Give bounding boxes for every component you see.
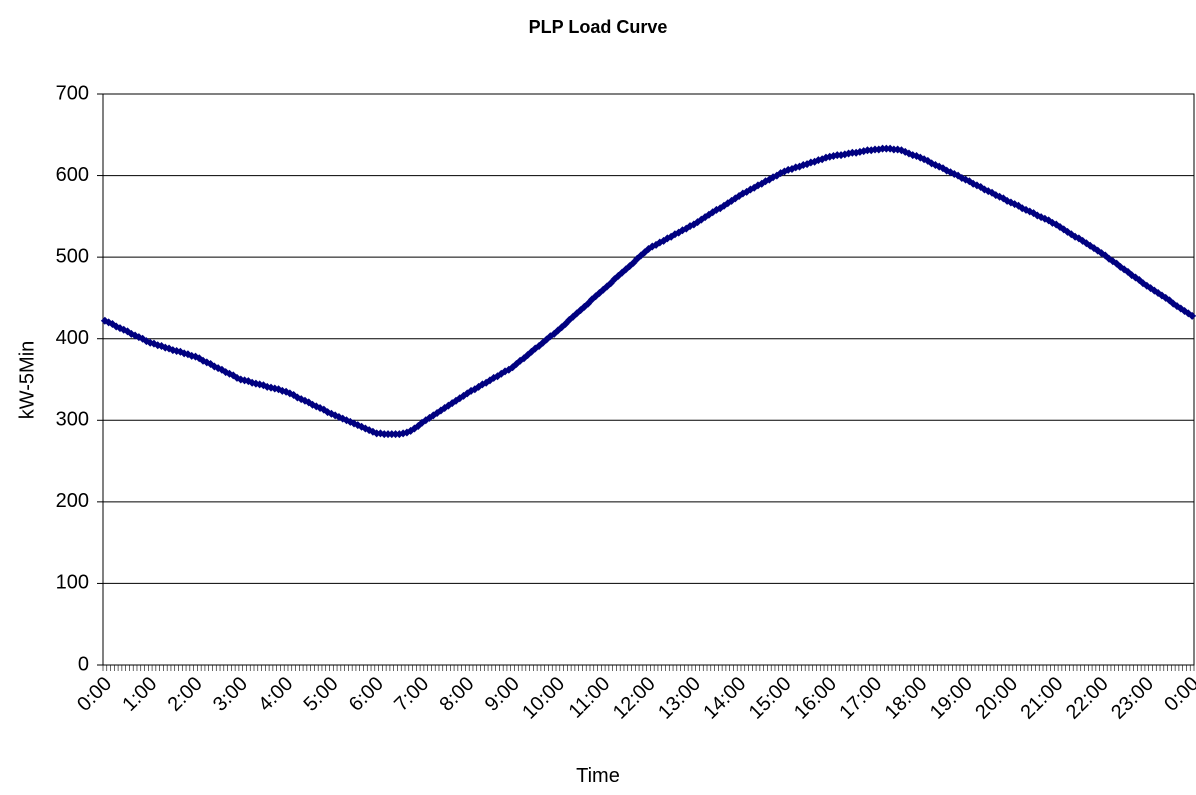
x-tick-label: 11:00 [565, 673, 615, 723]
y-tick-label: 500 [56, 245, 89, 267]
x-tick-label: 15:00 [745, 673, 796, 724]
x-tick-label: 3:00 [209, 673, 252, 716]
x-tick-label: 21:00 [1017, 673, 1068, 724]
x-tick-label: 22:00 [1062, 673, 1113, 724]
y-tick-label: 0 [78, 653, 89, 675]
x-tick-label: 14:00 [699, 673, 750, 724]
y-tick-label: 400 [56, 327, 89, 349]
x-tick-label: 16:00 [790, 673, 841, 724]
x-tick-label: 5:00 [300, 673, 343, 716]
y-tick-label: 100 [56, 572, 89, 594]
data-point [1188, 311, 1196, 320]
x-tick-label: 2:00 [164, 673, 207, 716]
x-tick-label: 8:00 [435, 673, 478, 716]
data-point [1097, 249, 1106, 258]
x-tick-label: 0:00 [1160, 673, 1196, 716]
x-tick-label: 9:00 [481, 673, 524, 716]
x-tick-label: 10:00 [518, 673, 569, 724]
x-tick-label: 7:00 [390, 673, 433, 716]
x-tick-label: 6:00 [345, 673, 388, 716]
x-tick-label: 4:00 [254, 673, 297, 716]
y-tick-label: 700 [56, 82, 89, 104]
plot-frame [102, 93, 1195, 666]
x-tick-label: 18:00 [881, 673, 932, 724]
chart-title: PLP Load Curve [529, 17, 668, 37]
x-tick-label: 12:00 [609, 673, 660, 724]
y-tick-label: 200 [56, 490, 89, 512]
x-tick-label: 13:00 [654, 673, 705, 724]
x-tick-label: 19:00 [926, 673, 977, 724]
x-tick-label: 17:00 [835, 673, 886, 724]
series-line [104, 147, 1193, 436]
y-tick-label: 300 [56, 409, 89, 431]
y-tick-label: 600 [56, 164, 89, 186]
x-tick-label: 1:00 [118, 673, 161, 716]
y-axis-label: kW-5Min [16, 341, 38, 420]
x-tick-label: 0:00 [73, 673, 116, 716]
x-axis-label: Time [576, 765, 620, 787]
x-tick-label: 23:00 [1107, 673, 1158, 724]
x-tick-label: 20:00 [971, 673, 1022, 724]
